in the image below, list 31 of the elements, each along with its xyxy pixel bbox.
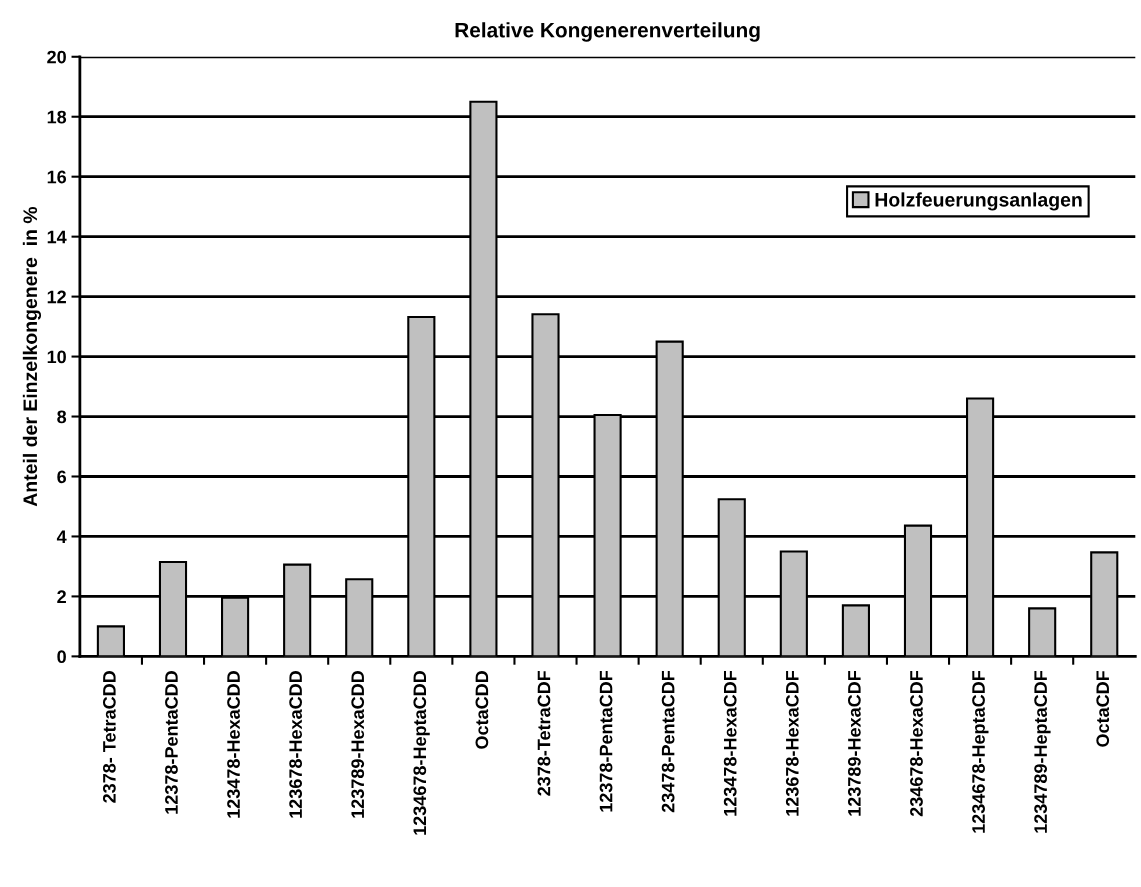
x-tick-label: OctaCDF: [1096, 670, 1110, 747]
x-tick-label: 123478-HexaCDD: [227, 671, 240, 818]
x-tick-label: 234678-HexaCDF: [910, 670, 923, 817]
x-tick-label: 1234789-HeptaCDF: [1034, 670, 1051, 833]
y-tick-label: 18: [47, 110, 67, 124]
x-tick-label: 123678-HexaCDD: [289, 671, 303, 818]
y-tick-label: 10: [47, 350, 66, 364]
y-tick-label: 20: [47, 50, 66, 64]
y-tick-label: 4: [56, 530, 67, 543]
x-tick-label: 123789-HexaCDD: [351, 671, 365, 818]
y-axis-title: Anteil der Einzelkongenere in %: [22, 206, 42, 507]
x-tick-label: 1234678-HeptaCDF: [972, 670, 989, 833]
x-tick-label: 1234678-HeptaCDD: [413, 671, 430, 835]
y-tick-label: 12: [47, 290, 66, 304]
x-tick-label: 123678-HexaCDF: [785, 670, 799, 816]
y-tick-label: 16: [47, 170, 67, 184]
y-tick-label: 0: [57, 650, 66, 664]
y-tick-label: 2: [57, 590, 66, 603]
legend-label: Holzfeuerungsanlagen: [875, 192, 1082, 211]
x-tick-label: 12378-PentaCDF: [599, 670, 613, 812]
x-tick-label: 2378- TetraCDD: [102, 671, 116, 803]
chart-title: Relative Kongenerenverteilung: [455, 22, 760, 42]
x-tick-label: 2378-TetraCDF: [537, 670, 551, 796]
y-tick-label: 8: [57, 410, 67, 424]
x-tick-label: 23478-PentaCDF: [661, 670, 675, 813]
x-tick-label: OctaCDD: [475, 671, 489, 749]
y-tick-label: 14: [47, 230, 67, 244]
y-tick-label: 6: [57, 470, 67, 484]
x-tick-label: 123789-HexaCDF: [847, 670, 861, 816]
x-tick-label: 123478-HexaCDF: [723, 670, 737, 816]
x-tick-label: 12378-PentaCDD: [165, 671, 178, 814]
